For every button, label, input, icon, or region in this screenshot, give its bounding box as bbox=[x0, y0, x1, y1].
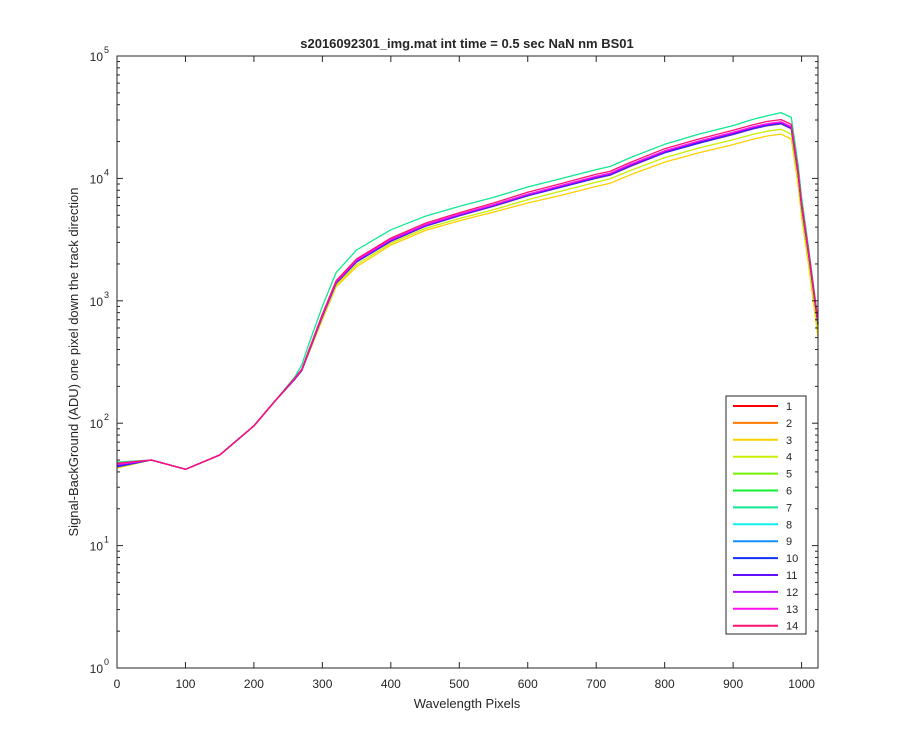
legend-label: 14 bbox=[786, 621, 798, 633]
y-tick-exponent: 3 bbox=[104, 290, 109, 300]
x-tick-label: 400 bbox=[381, 677, 401, 691]
y-tick-exponent: 2 bbox=[104, 412, 109, 422]
y-tick-exponent: 4 bbox=[104, 167, 109, 177]
y-tick-exponent: 5 bbox=[104, 45, 109, 55]
legend-box bbox=[725, 395, 807, 635]
x-tick-label: 600 bbox=[518, 677, 538, 691]
y-tick-exponent: 1 bbox=[104, 535, 109, 545]
legend-label: 5 bbox=[786, 469, 792, 481]
legend-label: 7 bbox=[786, 502, 792, 514]
legend-label: 8 bbox=[786, 519, 792, 531]
x-tick-label: 0 bbox=[114, 677, 121, 691]
x-tick-label: 500 bbox=[449, 677, 469, 691]
legend-label: 9 bbox=[786, 536, 792, 548]
x-tick-label: 300 bbox=[312, 677, 332, 691]
legend-label: 10 bbox=[786, 553, 798, 565]
legend-label: 11 bbox=[786, 570, 797, 582]
y-tick-label: 10 bbox=[90, 50, 104, 64]
y-tick-label: 10 bbox=[90, 662, 104, 676]
legend-label: 12 bbox=[786, 587, 798, 599]
y-tick-label: 10 bbox=[90, 172, 104, 186]
legend-label: 4 bbox=[786, 452, 792, 464]
x-axis: 0 100 200 300 400 500 600 700 800 900 1000 bbox=[114, 56, 815, 691]
legend-label: 13 bbox=[786, 604, 798, 616]
y-tick-label: 10 bbox=[90, 417, 104, 431]
x-tick-label: 100 bbox=[175, 677, 195, 691]
x-tick-label: 1000 bbox=[788, 677, 815, 691]
x-tick-label: 800 bbox=[655, 677, 675, 691]
plot-area bbox=[117, 56, 818, 668]
legend-label: 3 bbox=[786, 435, 792, 447]
legend-label: 6 bbox=[786, 486, 792, 498]
legend-label: 1 bbox=[786, 401, 792, 413]
y-tick-label: 10 bbox=[90, 295, 104, 309]
series-layer bbox=[116, 111, 819, 470]
legend-label: 2 bbox=[786, 418, 792, 430]
chart-title: s2016092301_img.mat int time = 0.5 sec N… bbox=[300, 36, 634, 51]
x-tick-label: 200 bbox=[244, 677, 264, 691]
y-tick-label: 10 bbox=[90, 540, 104, 554]
x-tick-label: 900 bbox=[723, 677, 743, 691]
x-tick-label: 700 bbox=[586, 677, 606, 691]
series-line bbox=[116, 118, 819, 470]
axes-box bbox=[116, 55, 819, 669]
y-axis-label: Signal-BackGround (ADU) one pixel down t… bbox=[66, 187, 81, 536]
x-axis-label: Wavelength Pixels bbox=[414, 696, 521, 711]
y-tick-exponent: 0 bbox=[104, 657, 109, 667]
